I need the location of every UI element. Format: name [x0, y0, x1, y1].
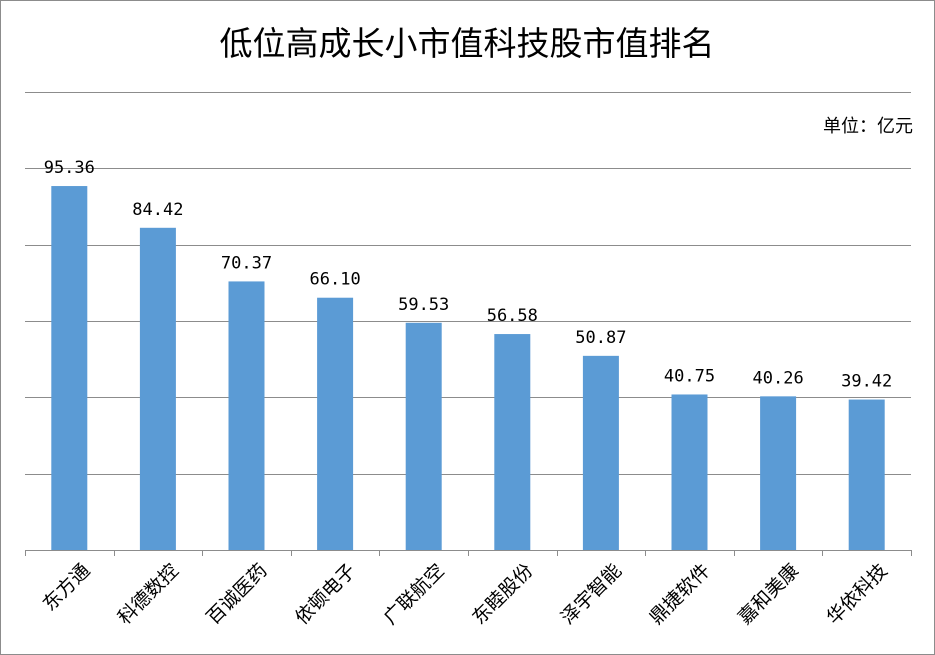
chart-title: 低位高成长小市值科技股市值排名	[220, 24, 715, 63]
category-label-7: 泽宇智能	[557, 560, 626, 629]
value-label-3: 70.37	[221, 253, 272, 273]
bar-8	[671, 394, 708, 550]
bar-9	[760, 396, 797, 550]
category-label-9: 嘉和美康	[734, 560, 803, 629]
value-label-5: 59.53	[398, 295, 449, 315]
value-label-1: 95.36	[44, 158, 95, 178]
category-label-2: 科德数控	[114, 560, 183, 629]
bar-6	[494, 334, 531, 550]
value-label-6: 56.58	[487, 306, 538, 326]
category-labels: 东方通 科德数控 百诚医药 依顿电子 广联航空 东睦股份 泽宇智能 鼎捷软件 嘉和美康 华依科技	[39, 560, 892, 629]
bar-4	[317, 297, 354, 550]
value-label-2: 84.42	[132, 200, 183, 220]
category-label-8: 鼎捷软件	[645, 560, 714, 629]
value-label-7: 50.87	[575, 328, 626, 348]
value-label-9: 40.26	[753, 368, 804, 388]
bar-7	[582, 355, 619, 550]
category-label-3: 百诚医药	[202, 560, 271, 629]
bar-2	[139, 227, 176, 550]
category-label-6: 东睦股份	[468, 560, 537, 629]
unit-label: 单位：亿元	[823, 116, 913, 137]
value-labels: 95.36 84.42 70.37 66.10 59.53 56.58 50.87 40.75…	[44, 158, 893, 392]
bar-5	[405, 322, 442, 550]
bar-10	[848, 399, 885, 550]
bars	[51, 186, 885, 550]
category-label-1: 东方通	[39, 560, 95, 616]
value-label-10: 39.42	[841, 372, 892, 392]
bar-3	[228, 281, 265, 550]
value-label-4: 66.10	[310, 270, 361, 290]
value-label-8: 40.75	[664, 366, 715, 386]
bar-1	[51, 186, 88, 550]
category-label-5: 广联航空	[380, 560, 449, 629]
category-label-4: 依顿电子	[291, 560, 360, 629]
category-label-10: 华依科技	[823, 560, 892, 629]
